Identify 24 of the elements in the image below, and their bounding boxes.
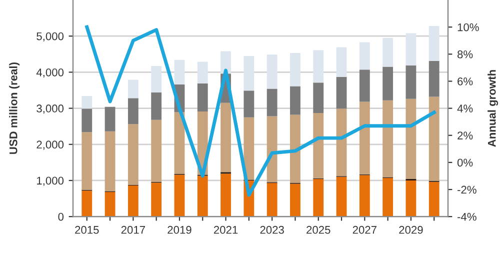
- y2-tick-label: -4%: [458, 212, 476, 221]
- y-tick-label: 2,000: [36, 140, 64, 150]
- x-tick-label: 2015: [75, 226, 99, 234]
- y2-tick-label: 6%: [458, 77, 473, 86]
- y-tick-label: 3,000: [36, 104, 64, 114]
- y-tick-label: 0: [58, 212, 64, 221]
- y2-tick-label: 10%: [458, 23, 479, 32]
- y2-axis-title: Annual growth: [488, 70, 498, 147]
- y2-tick-label: 0%: [457, 158, 473, 167]
- x-tick-label: 2027: [352, 226, 376, 234]
- y2-tick-label: 4%: [457, 104, 473, 112]
- x-tick-label: 2019: [168, 226, 192, 234]
- x-tick-label: 2021: [214, 226, 238, 234]
- x-tick-label: 2029: [399, 226, 423, 234]
- x-tick-label: 2025: [306, 226, 330, 234]
- y2-tick-label: 2%: [458, 132, 473, 140]
- y-tick-label: 4,000: [36, 68, 64, 78]
- y-axis-title: USD million (real): [9, 62, 20, 154]
- x-tick-label: 2023: [260, 226, 284, 234]
- y-tick-label: 1,000: [37, 176, 64, 186]
- x-tick-label: 2017: [121, 226, 145, 234]
- y2-tick-label: -2%: [458, 186, 476, 194]
- y2-tick-label: 8%: [458, 50, 473, 58]
- y-tick-label: 5,000: [36, 32, 64, 42]
